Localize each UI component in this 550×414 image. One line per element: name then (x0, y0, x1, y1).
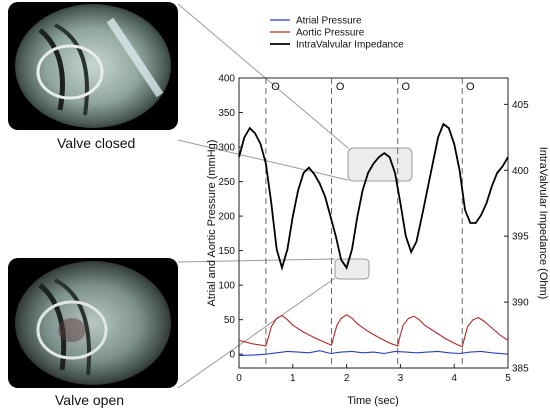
x-tick-label-5: 5 (505, 373, 511, 384)
x-axis-label: Time (sec) (347, 395, 399, 407)
y-left-tick-label-6: 300 (218, 143, 235, 154)
y-left-tick-label-8: 400 (218, 74, 235, 85)
annotation-0: O (271, 81, 280, 93)
x-tick-label-4: 4 (451, 373, 457, 384)
x-tick-label-3: 3 (398, 373, 404, 384)
y-right-tick-label-0: 385 (512, 364, 529, 375)
axes-box (238, 77, 509, 369)
y-left-tick-label-7: 350 (218, 108, 235, 119)
legend-label-2: IntraValvular Impedance (296, 40, 404, 51)
y-right-tick-label-1: 390 (512, 298, 529, 309)
x-tick-label-2: 2 (344, 373, 350, 384)
series-line-1 (238, 314, 509, 348)
series-line-2 (238, 122, 509, 272)
x-tick-label-1: 1 (290, 373, 296, 384)
y-right-tick-label-2: 395 (512, 232, 529, 243)
annotation-2: O (401, 81, 410, 93)
y-left-tick-label-1: 50 (224, 315, 236, 326)
y-axis-right-label: IntraValvular Impedance (Ohm) (537, 147, 549, 300)
legend-label-1: Aortic Pressure (296, 28, 365, 39)
connector-lines (177, 3, 349, 389)
zoom-box-open (334, 258, 370, 280)
y-right-tick-label-4: 405 (512, 100, 529, 111)
x-tick-label-0: 0 (236, 373, 242, 384)
series-line-0 (238, 350, 509, 357)
y-left-tick-label-0: 0 (229, 350, 235, 361)
caption-valve-open: Valve open (55, 392, 125, 408)
photo-valve-closed (8, 2, 178, 130)
zoom-box-closed (347, 147, 413, 182)
y-left-tick-label-5: 250 (218, 177, 235, 188)
photo-valve-open (8, 258, 178, 388)
y-axis-left-label: Atrial and Aortic Pressure (mmHg) (206, 140, 218, 307)
y-left-tick-label-3: 150 (218, 246, 235, 257)
legend-label-0: Atrial Pressure (296, 16, 362, 27)
annotation-1: O (336, 81, 345, 93)
y-left-tick-label-4: 200 (218, 212, 235, 223)
plot-area: 0 1 2 3 4 50501001502002503003504003853903954… (218, 74, 529, 385)
y-left-tick-label-2: 100 (218, 281, 235, 292)
caption-valve-closed: Valve closed (57, 135, 136, 151)
annotation-3: O (466, 81, 475, 93)
y-right-tick-label-3: 400 (512, 166, 529, 177)
